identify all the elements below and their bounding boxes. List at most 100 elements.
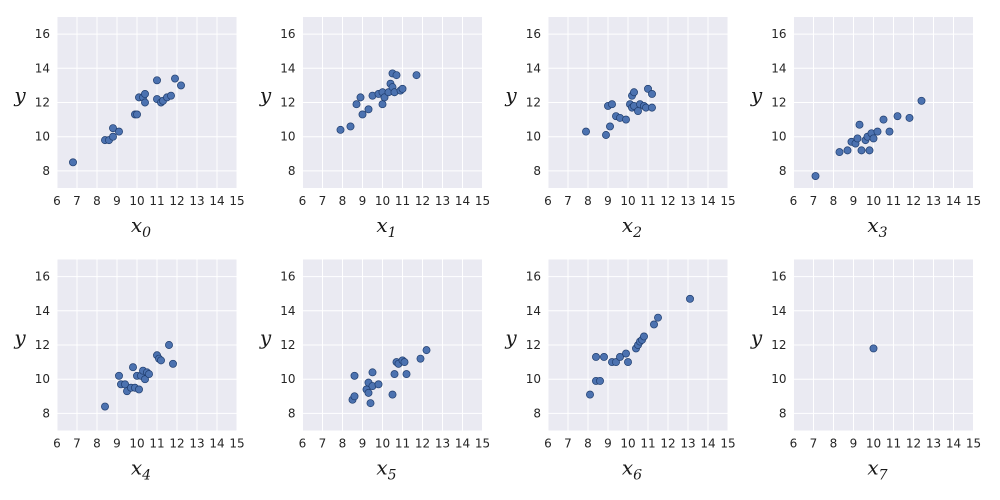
- x-axis-label-subscript: 5: [388, 468, 397, 484]
- x-tick-label: 8: [830, 437, 838, 451]
- y-tick-label: 10: [35, 372, 50, 386]
- data-point: [869, 344, 878, 353]
- x-tick-label: 14: [455, 437, 470, 451]
- y-tick-label: 16: [280, 270, 295, 284]
- data-point: [392, 71, 401, 80]
- data-point: [133, 110, 141, 119]
- y-tick-label: 14: [771, 61, 786, 75]
- data-point: [109, 132, 117, 141]
- y-tick-label: 12: [35, 338, 50, 352]
- y-tick-label: 12: [35, 96, 50, 110]
- x-tick-label: 10: [620, 194, 635, 208]
- x-tick-label: 13: [435, 194, 450, 208]
- x-tick-label: 15: [720, 437, 735, 451]
- y-tick-label: 12: [280, 338, 295, 352]
- x-tick-label: 15: [966, 437, 981, 451]
- x-tick-label: 12: [906, 437, 921, 451]
- x-tick-label: 6: [299, 194, 307, 208]
- data-point: [600, 353, 608, 361]
- data-point: [835, 148, 844, 157]
- data-point: [167, 91, 175, 100]
- data-point: [412, 71, 421, 80]
- data-point: [416, 354, 425, 363]
- y-tick-label: 16: [526, 27, 541, 41]
- x-tick-label: 12: [660, 437, 675, 451]
- y-axis-label: y: [750, 83, 763, 107]
- data-point: [177, 81, 185, 90]
- x-tick-label: 6: [53, 437, 61, 451]
- y-tick-label: 16: [771, 270, 786, 284]
- x-tick-label: 11: [149, 437, 164, 451]
- data-point: [157, 356, 165, 365]
- x-tick-label: 8: [339, 194, 347, 208]
- x-tick-label: 15: [475, 194, 490, 208]
- x-tick-label: 13: [189, 194, 204, 208]
- x-tick-label: 8: [93, 437, 101, 451]
- x-tick-label: 7: [319, 194, 327, 208]
- data-point: [592, 353, 600, 361]
- y-tick-label: 8: [779, 164, 787, 178]
- y-tick-label: 8: [288, 406, 296, 420]
- x-tick-label: 7: [319, 437, 327, 451]
- data-point: [101, 402, 109, 411]
- data-point: [390, 370, 399, 379]
- x-tick-label: 10: [375, 437, 390, 451]
- x-tick-label: 8: [93, 194, 101, 208]
- y-tick-label: 10: [280, 372, 295, 386]
- x-tick-label: 7: [564, 194, 572, 208]
- x-tick-label: 12: [169, 194, 184, 208]
- x-axis-label-subscript: 4: [141, 468, 151, 484]
- x-axis-label-subscript: 6: [633, 468, 642, 484]
- y-tick-label: 16: [35, 27, 50, 41]
- x-axis-label-main: x: [867, 213, 878, 237]
- x-tick-label: 6: [790, 437, 798, 451]
- y-tick-label: 8: [42, 406, 50, 420]
- x-tick-label: 11: [640, 194, 655, 208]
- data-point: [654, 313, 662, 322]
- data-point: [366, 399, 375, 408]
- y-tick-label: 14: [280, 304, 295, 318]
- data-point: [865, 146, 874, 155]
- data-point: [109, 124, 117, 133]
- data-point: [145, 370, 153, 379]
- x-tick-label: 7: [810, 437, 818, 451]
- x-tick-label: 9: [850, 194, 858, 208]
- data-point: [582, 127, 590, 136]
- data-point: [141, 98, 149, 107]
- data-point: [378, 100, 387, 109]
- y-tick-label: 12: [280, 96, 295, 110]
- x-tick-label: 14: [455, 194, 470, 208]
- x-tick-label: 10: [866, 437, 881, 451]
- data-point: [602, 131, 610, 139]
- y-axis-label: y: [13, 326, 26, 350]
- y-tick-label: 14: [35, 61, 50, 75]
- x-axis-label-main: x: [131, 456, 142, 480]
- data-point: [402, 370, 411, 379]
- x-axis-label-main: x: [867, 456, 878, 480]
- x-tick-label: 14: [700, 194, 715, 208]
- x-tick-label: 8: [584, 194, 592, 208]
- data-point: [171, 74, 179, 83]
- x-tick-label: 13: [189, 437, 204, 451]
- x-tick-label: 11: [149, 194, 164, 208]
- x-axis-label-subscript: 2: [632, 225, 642, 241]
- x-tick-label: 7: [564, 437, 572, 451]
- data-point: [630, 88, 638, 97]
- data-point: [624, 358, 632, 367]
- y-tick-label: 10: [771, 372, 786, 386]
- y-tick-label: 14: [526, 304, 541, 318]
- x-tick-label: 14: [209, 437, 224, 451]
- x-tick-label: 11: [395, 437, 410, 451]
- data-point: [634, 107, 642, 116]
- y-tick-label: 10: [526, 372, 541, 386]
- data-point: [169, 359, 177, 368]
- data-point: [843, 146, 852, 155]
- data-point: [596, 376, 604, 385]
- x-tick-label: 14: [700, 437, 715, 451]
- y-tick-label: 10: [280, 130, 295, 144]
